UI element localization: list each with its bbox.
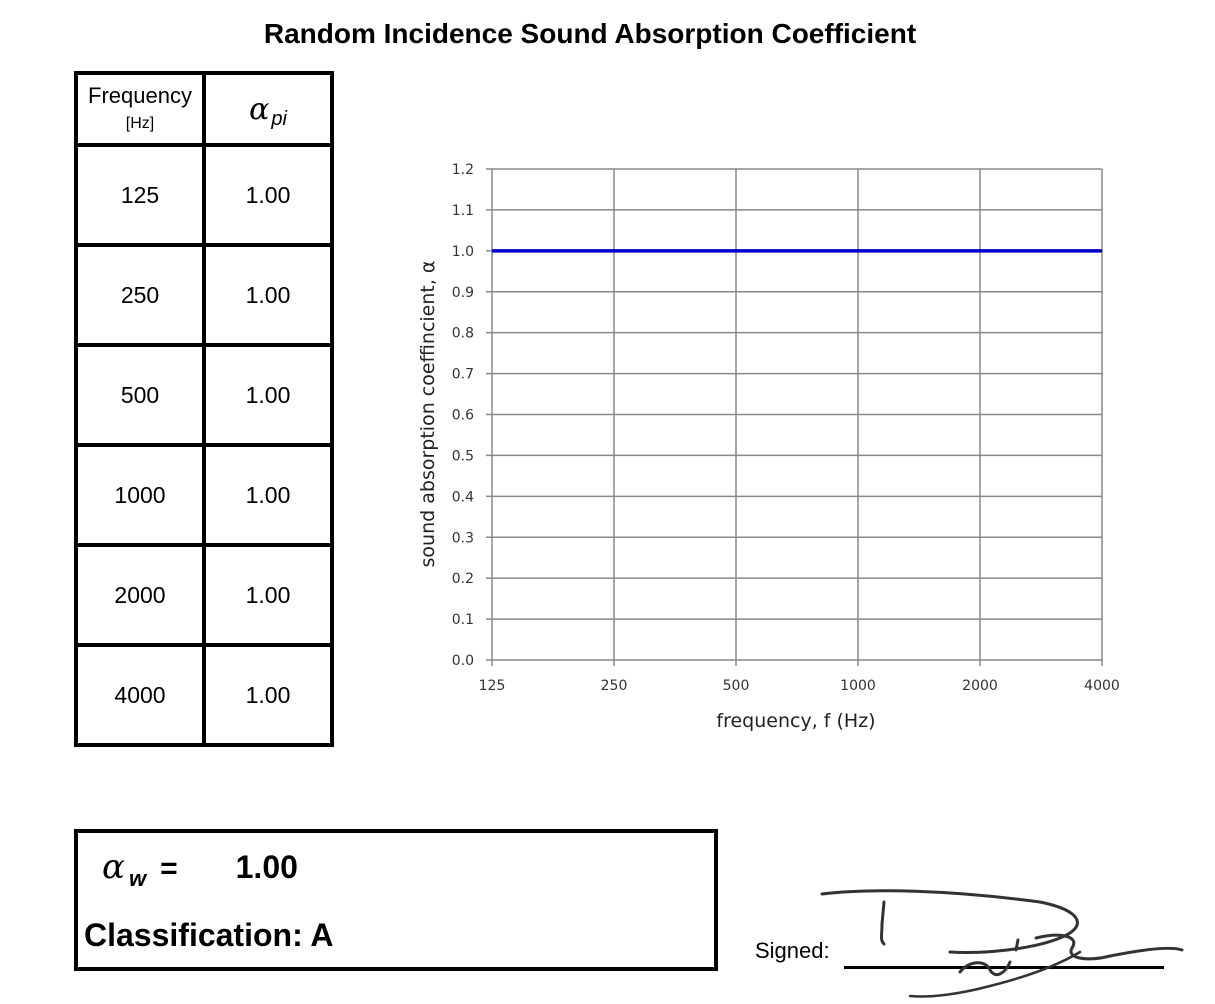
absorption-chart: 0.00.10.20.30.40.50.60.70.80.91.01.11.2 … [417,162,1120,732]
chart-y-ticks: 0.0 0.1 0.2 0.3 0.4 0.5 0.6 0.7 0.8 0.9 1.0 1.1 1.2 [452,162,474,669]
alpha-cell: 1.00 [202,243,334,347]
frequency-unit-label: [Hz] [125,115,155,132]
table-row: 2000 1.00 [74,543,334,647]
x-tick-label: 1000 [840,678,876,694]
x-tick-label: 500 [723,678,750,694]
y-tick-label: 0.2 [452,571,474,587]
table-row: 250 1.00 [74,243,334,347]
alpha-cell: 1.00 [202,643,334,747]
frequency-header: Frequency [Hz] [74,71,206,147]
x-axis-title: frequency, f (Hz) [716,710,875,732]
y-tick-label: 1.0 [452,244,474,260]
page-title: Random Incidence Sound Absorption Coeffi… [263,18,917,49]
y-axis-title: sound absorption coeffincient, α [417,261,439,568]
table-row: 500 1.00 [74,343,334,447]
alpha-w-subscript: w [128,866,147,891]
y-tick-label: 0.3 [452,530,474,546]
y-tick-label: 0.4 [452,489,474,505]
frequency-cell: 4000 [74,643,206,747]
alpha-symbol: α [249,91,270,127]
alpha-w-equals: = [160,852,178,885]
y-tick-label: 0.5 [452,448,474,464]
x-tick-label: 2000 [962,678,998,694]
handwritten-signature [820,889,1184,998]
alpha-header: α pi [202,71,334,147]
alpha-cell: 1.00 [202,143,334,247]
y-tick-label: 1.1 [452,203,474,219]
alpha-w-symbol: α [102,847,125,887]
frequency-cell: 250 [74,243,206,347]
frequency-cell: 125 [74,143,206,247]
alpha-subscript: pi [271,107,287,130]
table-row: 125 1.00 [74,143,334,247]
frequency-header-label: Frequency [88,83,192,108]
y-tick-label: 1.2 [452,162,474,178]
chart-x-ticks: 125 250 500 1000 2000 4000 [479,678,1120,694]
result-box: α w = 1.00 Classification: A [74,829,718,971]
y-tick-label: 0.7 [452,367,474,383]
absorption-table: Frequency [Hz] α pi 125 1.00 250 1.00 500… [74,71,334,747]
y-tick-label: 0.0 [452,653,474,669]
chart-grid [486,168,1103,666]
alpha-cell: 1.00 [202,343,334,447]
signature-line [844,966,1164,969]
y-tick-label: 0.8 [452,326,474,342]
frequency-cell: 2000 [74,543,206,647]
classification-label: Classification: A [84,917,334,953]
table-row: 1000 1.00 [74,443,334,547]
table-row: 4000 1.00 [74,643,334,747]
alpha-cell: 1.00 [202,543,334,647]
alpha-w-value: 1.00 [235,849,298,885]
y-tick-label: 0.9 [452,285,474,301]
frequency-cell: 500 [74,343,206,447]
table-header-row: Frequency [Hz] α pi [74,71,334,147]
signed-label: Signed: [755,938,830,963]
alpha-w-row: α w = 1.00 [102,847,298,891]
x-tick-label: 125 [479,678,506,694]
y-tick-label: 0.1 [452,612,474,628]
frequency-cell: 1000 [74,443,206,547]
x-tick-label: 250 [601,678,628,694]
x-tick-label: 4000 [1084,678,1120,694]
alpha-cell: 1.00 [202,443,334,547]
y-tick-label: 0.6 [452,408,474,424]
